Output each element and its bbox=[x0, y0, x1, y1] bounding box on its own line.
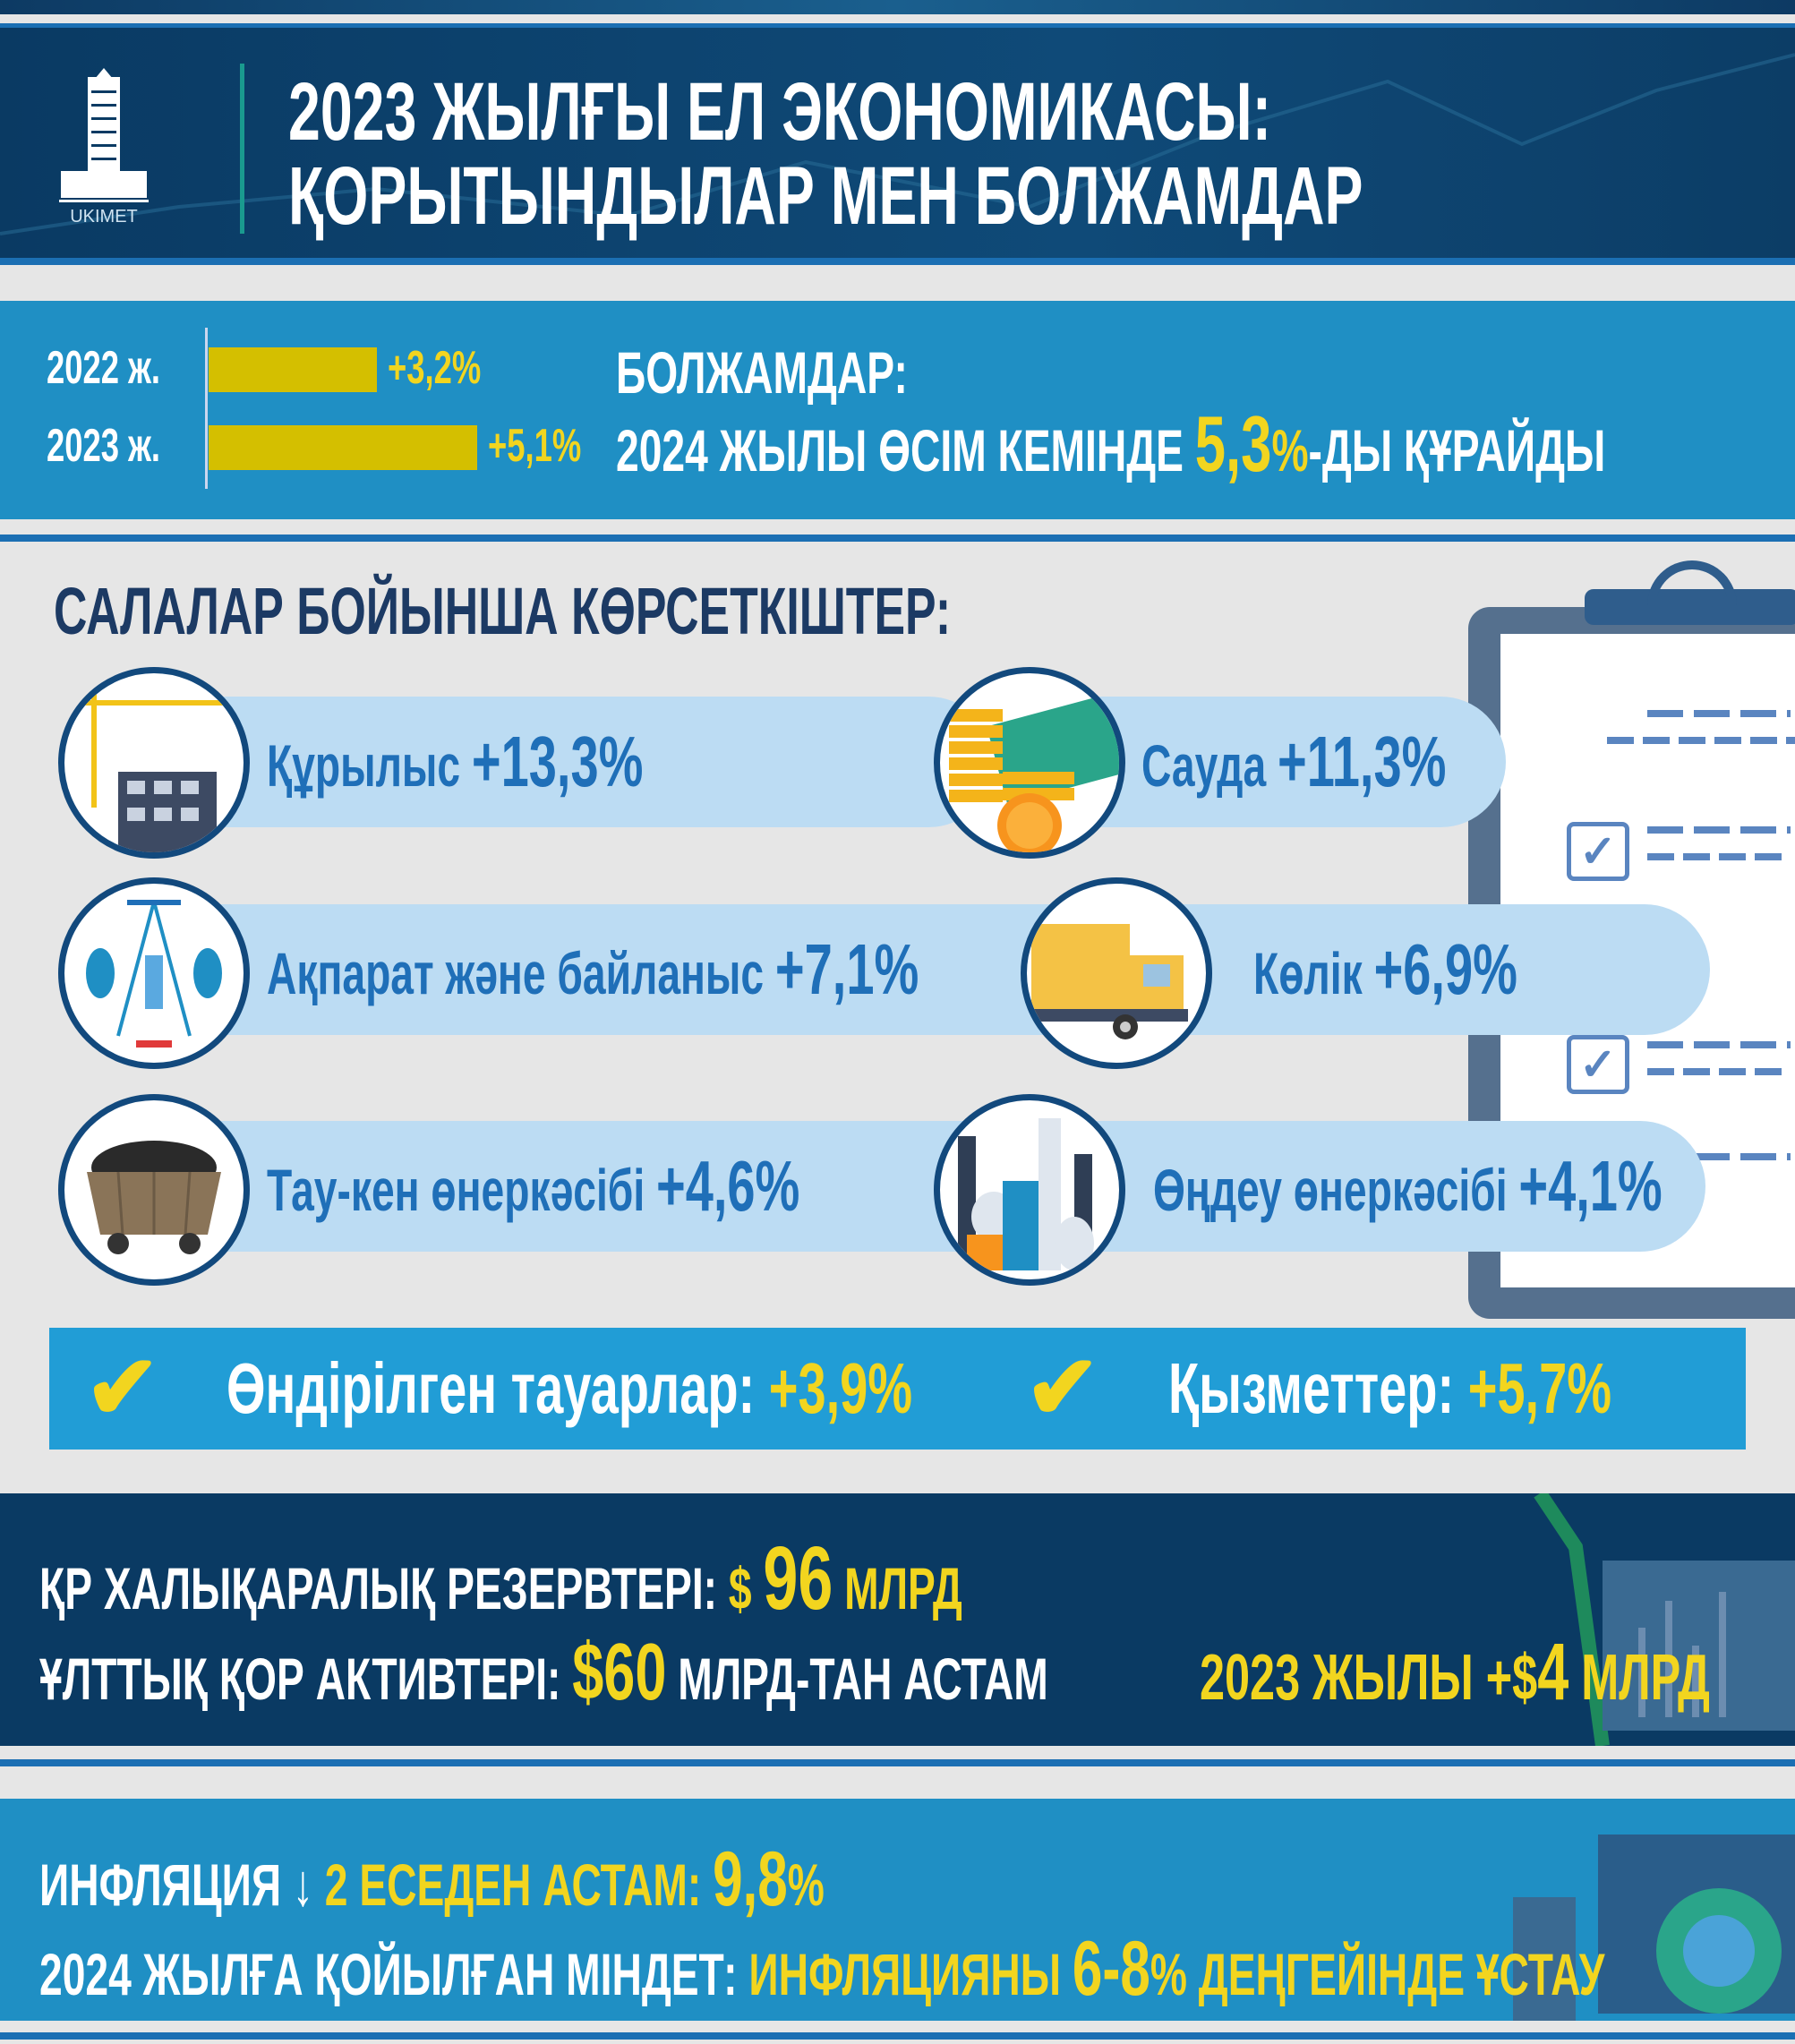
fund-value: $60 bbox=[572, 1628, 667, 1717]
bar-value-2022: +3,2% bbox=[388, 342, 482, 394]
target-post: ДЕҢГЕЙІНДЕ ҰСТАУ bbox=[1186, 1941, 1605, 2007]
chart-background-decoration bbox=[0, 53, 1795, 235]
check-label-services: Қызметтер: bbox=[1168, 1348, 1468, 1428]
sector-label: Құрылыс bbox=[267, 732, 472, 799]
logo-text: UKIMET bbox=[70, 207, 138, 227]
forecast-text: 2024 ЖЫЛЫ ӨСІМ КЕМІНДЕ 5,3%-ДЫ ҚҰРАЙДЫ bbox=[616, 399, 1606, 488]
reserves-band: ҚР ХАЛЫҚАРАЛЫҚ РЕЗЕРВТЕРІ: $ 96 МЛРД ҰЛТ… bbox=[0, 1493, 1795, 1746]
fund-label: ҰЛТТЫҚ ҚОР АКТИВТЕРІ: bbox=[39, 1646, 573, 1712]
forecast-title: БОЛЖАМДАР: bbox=[616, 339, 908, 406]
checkmark-icon: ✔ bbox=[85, 1338, 160, 1438]
percent-sign: % bbox=[1150, 1941, 1187, 2007]
title-line-1: 2023 ЖЫЛҒЫ ЕЛ ЭКОНОМИКАСЫ: bbox=[288, 66, 1272, 158]
sector-value: +4,1% bbox=[1518, 1146, 1663, 1226]
check-value-services: +5,7% bbox=[1467, 1348, 1612, 1428]
satellite-icon bbox=[58, 877, 250, 1069]
reserves-unit: МЛРД bbox=[833, 1555, 962, 1621]
fund-growth-label: 2023 ЖЫЛЫ +$ bbox=[1200, 1642, 1538, 1714]
coal-cart-icon bbox=[58, 1094, 250, 1286]
sectors-title: САЛАЛАР БОЙЫНША КӨРСЕТКІШТЕР: bbox=[54, 574, 952, 648]
sector-pill-ict: Ақпарат және байланыс +7,1% Көлік +6,9% bbox=[152, 904, 1710, 1035]
bar-2022 bbox=[209, 347, 378, 392]
header-divider bbox=[240, 64, 244, 234]
bar-axis bbox=[205, 328, 208, 489]
reserves-value: 96 bbox=[763, 1528, 833, 1629]
reserves-label: ҚР ХАЛЫҚАРАЛЫҚ РЕЗЕРВТЕРІ: bbox=[39, 1555, 729, 1621]
inflation-value: 9,8 bbox=[713, 1836, 788, 1922]
currency-symbol: $ bbox=[728, 1555, 764, 1621]
header-banner: UKIMET 2023 ЖЫЛҒЫ ЕЛ ЭКОНОМИКАСЫ: ҚОРЫТЫ… bbox=[0, 23, 1795, 265]
top-stripe bbox=[0, 0, 1795, 14]
fund-growth-unit: МЛРД bbox=[1568, 1642, 1710, 1714]
inflation-label: ИНФЛЯЦИЯ bbox=[39, 1852, 293, 1918]
bar-label-2023: 2023 ж. bbox=[47, 420, 161, 472]
divider-line bbox=[0, 1759, 1795, 1766]
growth-chart-icon bbox=[1534, 1493, 1795, 1746]
bar-label-2022: 2022 ж. bbox=[47, 342, 161, 394]
sector-pill-mining: Тау-кен өнеркәсібі +4,6% Өңдеу өнеркәсіб… bbox=[152, 1121, 1705, 1252]
truck-icon bbox=[1021, 877, 1212, 1069]
sector-pill-construction: Құрылыс +13,3% bbox=[152, 697, 994, 827]
check-label-goods: Өндірілген тауарлар: bbox=[227, 1348, 769, 1428]
inflation-band: ИНФЛЯЦИЯ ↓ 2 ЕСЕДЕН АСТАМ: 9,8% 2024 ЖЫЛ… bbox=[0, 1799, 1795, 2021]
sector-label: Ақпарат және байланыс bbox=[267, 940, 775, 1006]
checkmark-icon: ✔ bbox=[1025, 1338, 1100, 1438]
government-building-logo bbox=[59, 68, 149, 202]
percent-sign: % bbox=[787, 1852, 825, 1918]
sector-value: +6,9% bbox=[1373, 929, 1517, 1009]
calculator-chart-icon bbox=[1513, 1834, 1795, 2021]
target-value: 6-8 bbox=[1072, 1926, 1150, 2012]
bar-value-2023: +5,1% bbox=[488, 420, 582, 472]
sector-value: +7,1% bbox=[774, 929, 919, 1009]
fund-unit: МЛРД-ТАН АСТАМ bbox=[666, 1646, 1048, 1712]
sector-label: Сауда bbox=[1141, 732, 1278, 799]
divider-line bbox=[0, 535, 1795, 542]
inflation-change: 2 ЕСЕДЕН АСТАМ: bbox=[312, 1852, 714, 1918]
sector-label: Тау-кен өнеркәсібі bbox=[267, 1157, 657, 1223]
bar-2023 bbox=[209, 425, 477, 470]
coins-money-icon bbox=[934, 667, 1125, 859]
sector-value: +11,3% bbox=[1278, 722, 1447, 801]
checks-band: ✔ Өндірілген тауарлар: +3,9% ✔ Қызметтер… bbox=[49, 1328, 1746, 1450]
target-label: 2024 ЖЫЛҒА ҚОЙЫЛҒАН МІНДЕТ: bbox=[39, 1941, 749, 2007]
factory-icon bbox=[934, 1094, 1125, 1286]
target-pre: ИНФЛЯЦИЯНЫ bbox=[748, 1941, 1073, 2007]
sector-value: +4,6% bbox=[656, 1146, 800, 1226]
arrow-down-icon: ↓ bbox=[292, 1852, 313, 1918]
construction-crane-icon bbox=[58, 667, 250, 859]
growth-band: 2022 ж. +3,2% 2023 ж. +5,1% БОЛЖАМДАР: 2… bbox=[0, 301, 1795, 519]
check-value-goods: +3,9% bbox=[768, 1348, 913, 1428]
fund-growth-value: 4 bbox=[1537, 1628, 1569, 1717]
title-line-2: ҚОРЫТЫНДЫЛАР МЕН БОЛЖАМДАР bbox=[288, 150, 1363, 242]
sector-label: Көлік bbox=[1253, 940, 1374, 1006]
bottom-line bbox=[0, 2032, 1795, 2040]
sector-value: +13,3% bbox=[471, 722, 644, 801]
sector-label: Өңдеу өнеркәсібі bbox=[1153, 1157, 1519, 1223]
